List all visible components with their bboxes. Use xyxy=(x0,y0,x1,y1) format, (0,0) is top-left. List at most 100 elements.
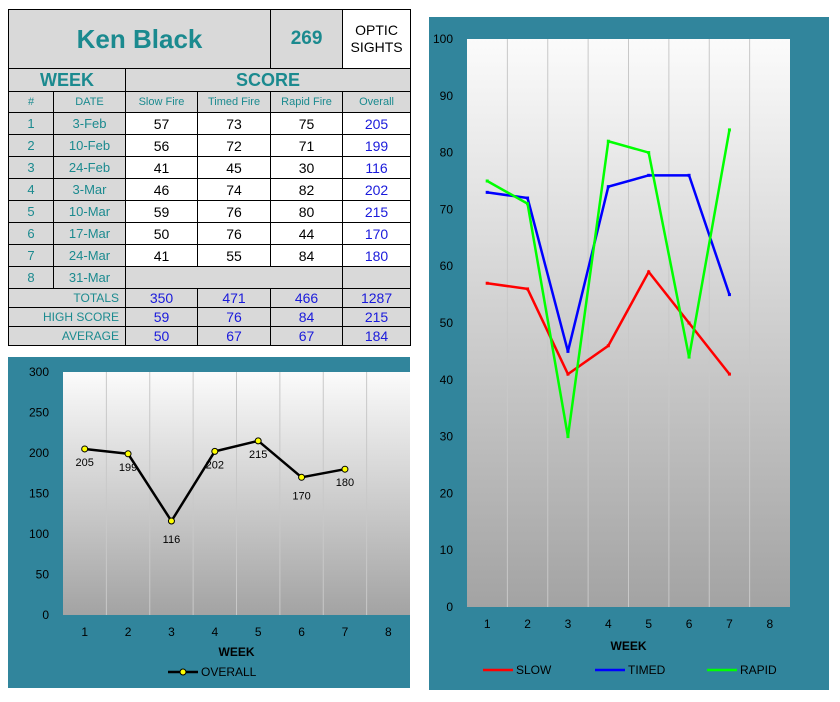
y-tick-label: 90 xyxy=(440,89,454,103)
overall-score: 202 xyxy=(342,178,412,201)
rapid-fire-score: 71 xyxy=(270,134,344,157)
shooter-name: Ken Black xyxy=(7,9,272,69)
category-label: OPTIC SIGHTS xyxy=(342,9,412,69)
data-point-overall xyxy=(211,447,219,455)
week-date: 24-Mar xyxy=(53,244,126,267)
data-label: 205 xyxy=(76,457,94,469)
summary-slow: 50 xyxy=(125,326,198,346)
table-row: 3 24-Feb 41 45 30 116 xyxy=(8,156,412,179)
data-point-slow xyxy=(687,321,691,325)
y-tick-label: 100 xyxy=(29,527,49,541)
week-number: 3 xyxy=(8,156,54,179)
week-date: 17-Mar xyxy=(53,222,126,245)
breakdown-chart-panel: 0 10 20 30 40 50 60 70 80 90 100 1 2 3 4 5 6 7 8 WEEK SLOW TI… xyxy=(429,17,829,690)
timed-fire-score: 73 xyxy=(196,112,272,135)
overall-score: 170 xyxy=(342,222,412,245)
week-number: 2 xyxy=(8,134,54,157)
rapid-fire-score: 84 xyxy=(270,244,344,267)
x-axis-label: WEEK xyxy=(219,645,255,659)
slow-fire-score: 56 xyxy=(125,134,198,157)
legend-label-timed: TIMED xyxy=(628,663,666,677)
x-axis-label: WEEK xyxy=(611,639,647,653)
overall-chart: 0 50 100 150 200 250 300 1 2 3 4 5 6 7 8 WEEK 205 199 116 2… xyxy=(29,365,410,679)
data-label: 199 xyxy=(119,462,137,474)
overall-score: 180 xyxy=(342,244,412,267)
x-tick-label: 7 xyxy=(342,625,349,639)
data-point-rapid xyxy=(687,355,691,359)
week-number: 1 xyxy=(8,112,54,135)
summary-timed: 67 xyxy=(196,326,272,346)
x-tick-label: 4 xyxy=(211,625,218,639)
summary-row: AVERAGE 50 67 67 184 xyxy=(8,326,412,346)
timed-fire-score: 45 xyxy=(196,156,272,179)
overall-score: 205 xyxy=(342,112,412,135)
column-header: DATE xyxy=(53,91,126,113)
y-tick-label: 50 xyxy=(36,568,50,582)
column-header: Rapid Fire xyxy=(270,91,344,113)
slow-fire-score: 46 xyxy=(125,178,198,201)
week-date: 31-Mar xyxy=(53,266,126,289)
legend-label-rapid: RAPID xyxy=(740,663,777,677)
summary-overall: 184 xyxy=(342,326,412,346)
data-label: 180 xyxy=(336,477,354,489)
week-date: 10-Feb xyxy=(53,134,126,157)
week-date: 24-Feb xyxy=(53,156,126,179)
x-tick-label: 6 xyxy=(298,625,305,639)
data-point-overall xyxy=(167,517,175,525)
summary-label: TOTALS xyxy=(8,288,126,308)
week-date: 3-Mar xyxy=(53,178,126,201)
timed-fire-score: 55 xyxy=(196,244,272,267)
x-tick-label: 8 xyxy=(766,617,773,631)
x-tick-label: 8 xyxy=(385,625,392,639)
legend-label-overall: OVERALL xyxy=(201,665,257,679)
week-date: 3-Feb xyxy=(53,112,126,135)
data-point-timed xyxy=(647,173,651,177)
summary-rapid: 67 xyxy=(270,326,344,346)
week-number: 6 xyxy=(8,222,54,245)
y-tick-label: 300 xyxy=(29,365,49,379)
y-tick-label: 70 xyxy=(440,202,454,216)
slow-fire-score: 59 xyxy=(125,200,198,223)
x-tick-label: 7 xyxy=(726,617,733,631)
data-label: 170 xyxy=(292,490,310,502)
data-point-slow xyxy=(727,372,731,376)
slow-fire-score: 41 xyxy=(125,156,198,179)
x-tick-label: 3 xyxy=(565,617,572,631)
timed-fire-score: 76 xyxy=(196,200,272,223)
overall-chart-panel: 0 50 100 150 200 250 300 1 2 3 4 5 6 7 8 WEEK 205 199 116 2… xyxy=(8,357,410,688)
data-point-rapid xyxy=(727,128,731,132)
summary-timed: 471 xyxy=(196,288,272,308)
shooter-number: 269 xyxy=(270,9,344,69)
slow-fire-score: 50 xyxy=(125,222,198,245)
data-point-overall xyxy=(124,450,132,458)
summary-slow: 59 xyxy=(125,307,198,327)
data-point-slow xyxy=(526,287,530,291)
data-point-overall xyxy=(341,465,349,473)
table-row: 2 10-Feb 56 72 71 199 xyxy=(8,134,412,157)
score-table: Ken Black 269 OPTIC SIGHTS WEEK SCORE # … xyxy=(7,9,412,346)
x-tick-label: 1 xyxy=(81,625,88,639)
score-header: SCORE xyxy=(124,68,412,92)
rapid-fire-score: 30 xyxy=(270,156,344,179)
summary-label: HIGH SCORE xyxy=(8,307,126,327)
summary-overall: 1287 xyxy=(342,288,412,308)
summary-label: AVERAGE xyxy=(8,326,126,346)
data-point-rapid xyxy=(485,179,489,183)
data-point-timed xyxy=(687,173,691,177)
data-point-timed xyxy=(485,190,489,194)
overall-score: 116 xyxy=(342,156,412,179)
empty-score-cell xyxy=(124,266,344,289)
overall-score: 215 xyxy=(342,200,412,223)
x-tick-label: 2 xyxy=(524,617,531,631)
y-tick-label: 0 xyxy=(42,608,49,622)
y-tick-label: 30 xyxy=(440,430,454,444)
data-label: 116 xyxy=(163,534,181,546)
overall-score: 199 xyxy=(342,134,412,157)
data-point-rapid xyxy=(606,139,610,143)
x-tick-label: 1 xyxy=(484,617,491,631)
table-row: 7 24-Mar 41 55 84 180 xyxy=(8,244,412,267)
week-number: 5 xyxy=(8,200,54,223)
y-tick-label: 200 xyxy=(29,446,49,460)
y-tick-label: 10 xyxy=(440,543,454,557)
x-tick-label: 3 xyxy=(168,625,175,639)
